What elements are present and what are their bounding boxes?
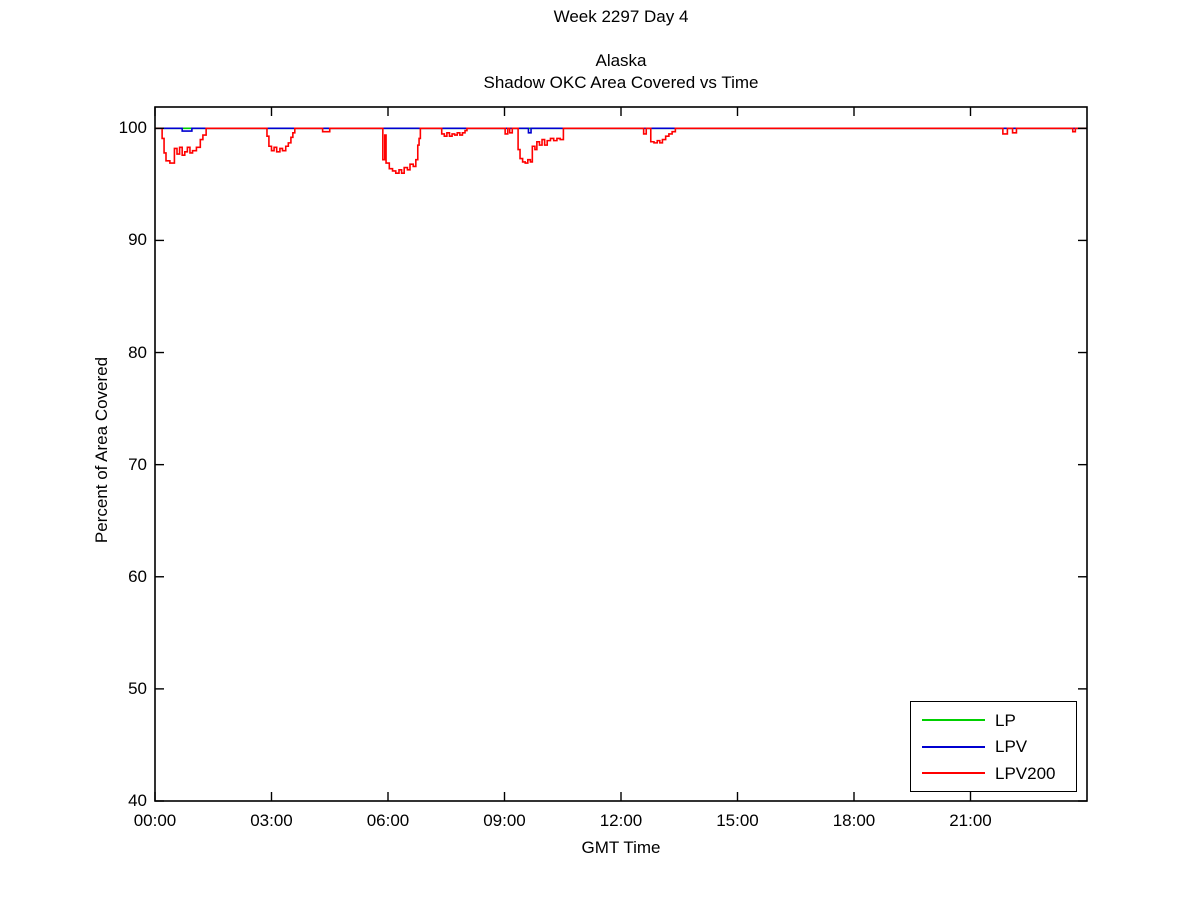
x-tick-label: 15:00 xyxy=(716,811,759,830)
x-axis-label: GMT Time xyxy=(581,838,661,857)
y-tick-label: 80 xyxy=(128,342,147,362)
y-tick-label: 40 xyxy=(128,791,147,810)
lp-line-swatch xyxy=(922,719,985,721)
series-line-lpv200 xyxy=(155,127,1087,174)
legend-entry-lpv200: LPV200 xyxy=(911,765,1076,782)
y-tick-label: 100 xyxy=(118,118,147,138)
legend-label-lpv: LPV xyxy=(995,737,1028,756)
x-tick-label: 12:00 xyxy=(599,811,643,830)
y-tick-label: 50 xyxy=(128,678,147,698)
legend-entry-lpv: LPV xyxy=(911,738,1076,755)
lpv-line-swatch xyxy=(922,745,985,748)
x-tick-label: 18:00 xyxy=(832,811,876,830)
lpv200-line-swatch xyxy=(922,772,985,774)
legend-box: LP LPV LPV200 xyxy=(910,701,1077,792)
x-tick-label: 09:00 xyxy=(483,811,526,830)
x-tick-label: 21:00 xyxy=(949,811,992,830)
legend-label-lp: LP xyxy=(995,710,1016,730)
legend-entry-lp: LP xyxy=(911,712,1076,729)
x-tick-label: 03:00 xyxy=(250,811,293,830)
y-tick-label: 70 xyxy=(128,454,147,474)
x-tick-label: 06:00 xyxy=(366,811,410,830)
axes-title-line1: Alaska xyxy=(595,51,647,70)
y-tick-label: 90 xyxy=(128,230,147,250)
legend-label-lpv200: LPV200 xyxy=(995,763,1056,783)
figure-title: Week 2297 Day 4 xyxy=(553,7,689,26)
x-tick-label: 00:00 xyxy=(133,811,177,830)
y-tick-label: 60 xyxy=(128,566,147,586)
axes-title-line2: Shadow OKC Area Covered vs Time xyxy=(483,73,759,92)
axes-box xyxy=(154,106,1088,802)
